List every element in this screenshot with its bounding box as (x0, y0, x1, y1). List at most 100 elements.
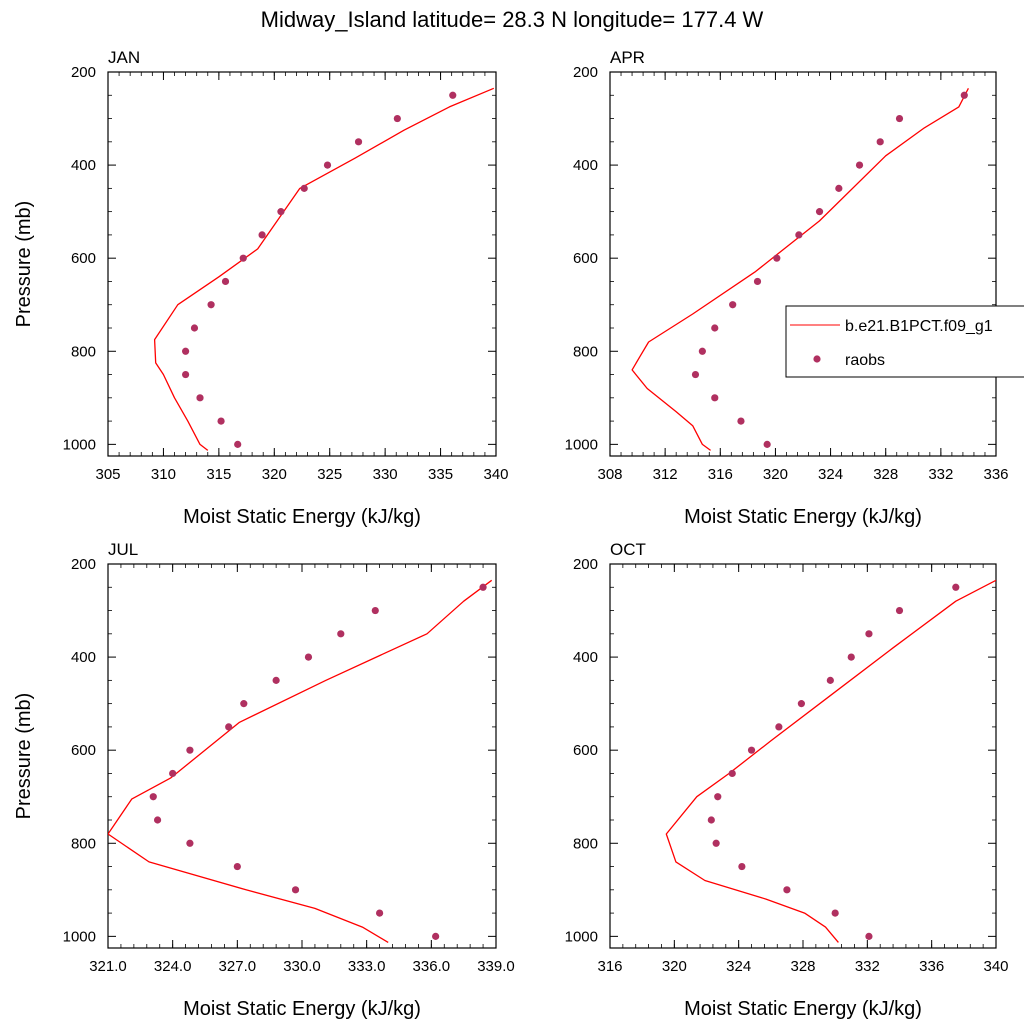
obs-point (895, 114, 904, 123)
panel-label: JAN (108, 48, 140, 67)
obs-point (186, 746, 194, 754)
x-tick-label: 316 (708, 466, 733, 483)
x-tick-label: 332 (928, 466, 953, 483)
plot-area (665, 579, 996, 943)
obs-point (698, 347, 706, 355)
x-tick-label: 328 (790, 958, 815, 975)
obs-point (323, 161, 332, 169)
legend-box (785, 305, 1024, 378)
obs-point (277, 208, 285, 216)
x-tick-label: 335 (428, 466, 453, 483)
obs-point (895, 606, 904, 615)
y-axis-ticks: 200 400 600 800 1000 (63, 64, 496, 453)
legend-model-label: b.e21.B1PCT.f09_g1 (845, 318, 993, 335)
obs-point (835, 184, 843, 192)
y-axis-title: Pressure (mb) (13, 201, 35, 328)
x-tick-label: 316 (597, 958, 622, 975)
obs-point (865, 932, 873, 940)
obs-point (272, 676, 280, 684)
obs-point (376, 909, 384, 917)
y-tick-label: 400 (71, 649, 96, 666)
x-tick-label: 320 (763, 466, 788, 483)
panel-label: JUL (108, 540, 138, 559)
x-tick-label: 327.0 (219, 958, 257, 975)
x-tick-label: 332 (855, 958, 880, 975)
obs-point (196, 394, 204, 402)
y-tick-label: 600 (573, 250, 598, 267)
x-tick-label: 308 (597, 466, 622, 483)
obs-point (707, 816, 715, 824)
obs-point (691, 370, 700, 379)
obs-point (354, 138, 363, 146)
obs-point (182, 347, 190, 355)
obs-point (234, 440, 242, 448)
y-tick-label: 800 (71, 835, 96, 852)
obs-point (738, 862, 746, 871)
y-axis-ticks: 200 400 600 800 1000 (565, 64, 996, 453)
obs-point (775, 723, 783, 731)
x-axis-title: Moist Static Energy (kJ/kg) (684, 998, 922, 1020)
obs-point (258, 231, 266, 239)
x-tick-label: 320 (662, 958, 687, 975)
chart-panel-jul: JUL 321.0 324.0 327.0 330.0 333.0 336.0 339.0 20… (13, 540, 515, 1020)
x-tick-label: 312 (653, 466, 678, 483)
x-tick-label: 333.0 (348, 958, 386, 975)
x-axis-ticks: 316 320 324 328 332 336 340 (597, 564, 1009, 975)
obs-point (207, 301, 215, 309)
obs-point (847, 653, 855, 661)
obs-point (831, 909, 839, 917)
obs-point (432, 932, 440, 940)
obs-point (763, 440, 771, 448)
y-tick-label: 400 (71, 157, 96, 174)
obs-point (240, 700, 248, 708)
chart-panel-jan: JAN 305 310 315 320 325 330 335 340 200 400 600 800 1… (13, 48, 509, 528)
x-tick-label: 315 (206, 466, 231, 483)
panel-label: APR (610, 48, 645, 67)
y-axis-title: Pressure (mb) (13, 693, 35, 820)
x-tick-label: 339.0 (477, 958, 515, 975)
obs-point (783, 886, 791, 894)
figure-title: Midway_Island latitude= 28.3 N longitude… (261, 7, 764, 32)
y-tick-label: 800 (71, 343, 96, 360)
x-axis-title: Moist Static Energy (kJ/kg) (684, 506, 922, 528)
x-axis-ticks: 308 312 316 320 324 328 332 336 (597, 72, 1009, 483)
model-series-line (153, 87, 495, 451)
obs-point (190, 324, 199, 332)
x-tick-label: 305 (95, 466, 120, 483)
obs-point (711, 394, 719, 402)
plot-area (631, 88, 969, 451)
x-tick-label: 321.0 (89, 958, 127, 975)
x-tick-label: 340 (983, 958, 1008, 975)
plot-frame (609, 71, 997, 457)
obs-point (711, 324, 719, 332)
y-tick-label: 600 (573, 742, 598, 759)
plot-area (153, 87, 495, 451)
obs-point (773, 254, 781, 262)
x-axis-title: Moist Static Energy (kJ/kg) (183, 998, 421, 1020)
panel-label: OCT (610, 540, 646, 559)
obs-point (169, 769, 177, 778)
x-tick-label: 324.0 (154, 958, 192, 975)
chart-panel-oct: OCT 316 320 324 328 332 336 340 200 400 600 800 1000… (565, 540, 1009, 1020)
y-tick-label: 200 (71, 64, 96, 81)
obs-point (747, 746, 756, 754)
legend-obs-marker (813, 355, 821, 363)
obs-point (714, 793, 722, 801)
y-tick-label: 1000 (565, 436, 598, 453)
obs-point (753, 277, 762, 286)
obs-point (304, 653, 313, 661)
y-tick-label: 400 (573, 157, 598, 174)
x-tick-label: 330.0 (283, 958, 321, 975)
x-tick-label: 324 (818, 466, 843, 483)
y-tick-label: 200 (573, 64, 598, 81)
y-tick-label: 800 (573, 343, 598, 360)
y-tick-label: 400 (573, 649, 598, 666)
obs-point (826, 676, 834, 684)
plot-area (108, 579, 493, 943)
obs-point (729, 301, 737, 309)
x-axis-ticks: 321.0 324.0 327.0 330.0 333.0 336.0 339.0 (89, 564, 515, 975)
y-axis-ticks: 200 400 600 800 1000 (565, 556, 996, 945)
obs-point (479, 583, 487, 591)
